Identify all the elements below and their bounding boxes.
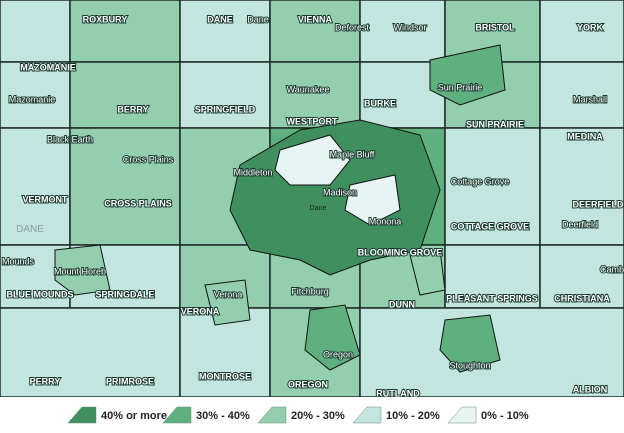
city-label: Marshall bbox=[573, 94, 607, 104]
town-label: PERRY bbox=[30, 376, 61, 386]
town-label: VIENNA bbox=[298, 14, 333, 24]
city-label: Oregon bbox=[323, 349, 353, 359]
city-label: Cross Plains bbox=[123, 154, 174, 164]
city-label: Verona bbox=[214, 289, 243, 299]
town-label: SPRINGDALE bbox=[95, 289, 154, 299]
city-label: Monona bbox=[369, 216, 402, 226]
town-label: BRISTOL bbox=[475, 22, 515, 32]
town-label: COTTAGE GROVE bbox=[451, 221, 529, 231]
town-label: BLUE MOUNDS bbox=[7, 289, 74, 299]
legend-swatch bbox=[162, 406, 192, 424]
city-label: Waunakee bbox=[287, 84, 330, 94]
town-label: RUTLAND bbox=[376, 388, 420, 398]
city-label: Stoughton bbox=[449, 360, 490, 370]
legend-label: 10% - 20% bbox=[386, 410, 440, 422]
city-label: Mounds bbox=[2, 256, 35, 266]
town-label: SPRINGFIELD bbox=[195, 104, 256, 114]
city-label: Madison bbox=[323, 187, 357, 197]
city-label: Windsor bbox=[393, 22, 426, 32]
town-label: ROXBURY bbox=[83, 14, 128, 24]
map-labels: ROXBURY DANE Dane VIENNA Deforest Windso… bbox=[1, 13, 624, 399]
city-label: Black Earth bbox=[47, 134, 93, 144]
legend: 40% or more 30% - 40% 20% - 30% 10% - 20% 0%… bbox=[0, 397, 624, 433]
county-seat-label: Dane bbox=[310, 205, 327, 212]
legend-swatch bbox=[447, 406, 477, 424]
town-label: VERMONT bbox=[23, 194, 69, 204]
town-label: ALBION bbox=[573, 384, 608, 394]
legend-label: 40% or more bbox=[101, 410, 167, 422]
city-label: Dane bbox=[247, 14, 269, 24]
town-label: DANE bbox=[207, 14, 233, 24]
town-label: MONTROSE bbox=[199, 371, 251, 381]
town-label: WESTPORT bbox=[287, 116, 339, 126]
legend-swatch bbox=[67, 406, 97, 424]
legend-swatch bbox=[257, 406, 287, 424]
legend-label: 0% - 10% bbox=[481, 410, 529, 422]
town-label: DEERFIELD bbox=[572, 199, 624, 209]
town-label: BLOOMING GROVE bbox=[358, 247, 443, 257]
town-label: YORK bbox=[577, 22, 604, 32]
town-label: BERRY bbox=[117, 104, 148, 114]
city-label: Fitchburg bbox=[291, 286, 329, 296]
city-label: Mazomanie bbox=[9, 94, 56, 104]
city-label: Deforest bbox=[335, 22, 370, 32]
city-label: Deerfield bbox=[562, 219, 598, 229]
city-label: Middleton bbox=[233, 167, 272, 177]
town-label: OREGON bbox=[288, 379, 328, 389]
town-label: CROSS PLAINS bbox=[104, 198, 172, 208]
town-label: DUNN bbox=[389, 299, 415, 309]
legend-label: 20% - 30% bbox=[291, 410, 345, 422]
town-label: BURKE bbox=[364, 98, 396, 108]
city-label: Mount Horeb bbox=[54, 266, 106, 276]
city-label: Sun Prairie bbox=[438, 82, 483, 92]
county-label: DANE bbox=[16, 224, 44, 235]
town-label: SUN PRAIRIE bbox=[466, 119, 524, 129]
city-label: Cottage Grove bbox=[451, 176, 510, 186]
urban-areas bbox=[54, 44, 506, 373]
town-label: VERONA bbox=[181, 306, 220, 316]
legend-label: 30% - 40% bbox=[196, 410, 250, 422]
legend-background bbox=[0, 397, 624, 433]
town-label: CHRISTIANA bbox=[554, 293, 610, 303]
legend-swatch bbox=[352, 406, 382, 424]
town-label: MAZOMANIE bbox=[20, 62, 76, 72]
city-label: Camb bbox=[600, 264, 624, 274]
town-label: MEDINA bbox=[567, 131, 603, 141]
town-label: PLEASANT SPRINGS bbox=[446, 293, 538, 303]
town-label: PRIMROSE bbox=[106, 376, 154, 386]
city-label: Maple Bluff bbox=[330, 149, 375, 159]
